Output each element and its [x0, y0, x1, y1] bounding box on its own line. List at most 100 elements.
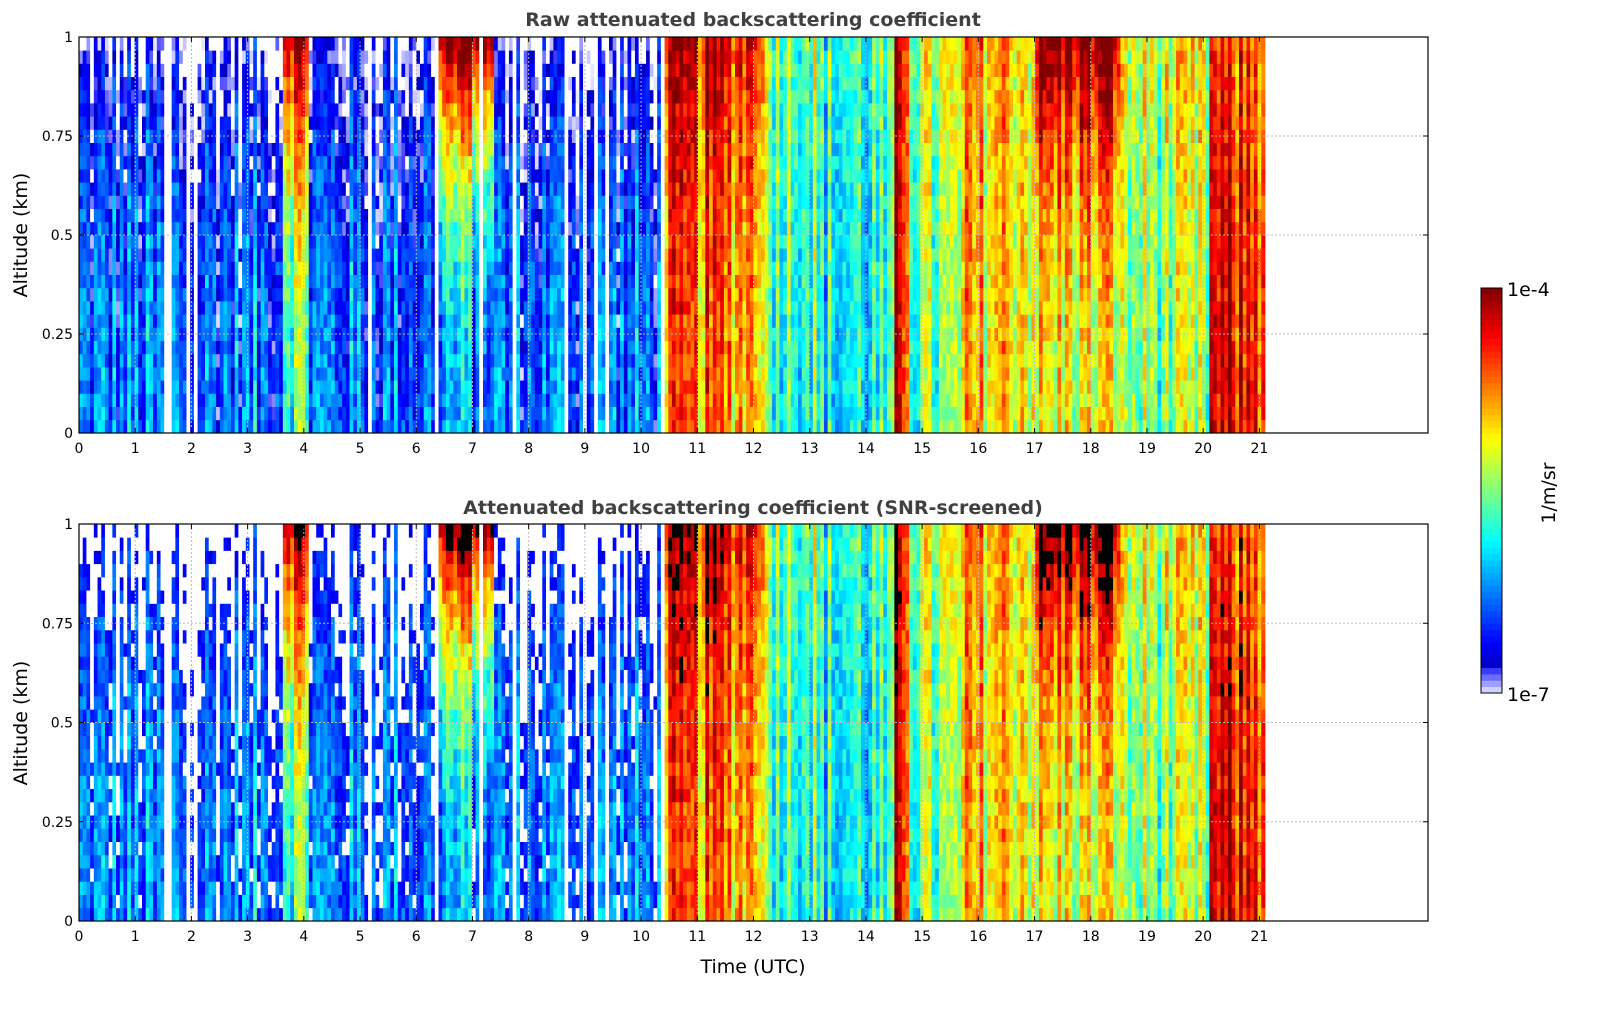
heatmap-cell	[516, 195, 521, 209]
heatmap-cell	[397, 406, 402, 421]
heatmap-cell	[586, 103, 591, 117]
heatmap-cell	[208, 261, 213, 275]
heatmap-cell	[282, 419, 287, 434]
heatmap-cell	[249, 89, 254, 104]
heatmap-cell	[342, 419, 347, 434]
heatmap-cell	[564, 103, 569, 117]
heatmap-cell	[171, 380, 176, 394]
heatmap-cell	[471, 380, 476, 394]
heatmap-cell	[271, 155, 276, 170]
heatmap-cell	[516, 37, 521, 51]
heatmap-cell	[623, 287, 628, 302]
heatmap-cell	[575, 393, 580, 407]
heatmap-cell	[423, 340, 428, 355]
heatmap-cell	[486, 182, 491, 196]
heatmap-cell	[431, 314, 436, 328]
heatmap-cell	[542, 63, 547, 77]
heatmap-cell	[690, 63, 695, 77]
heatmap-cell	[327, 89, 332, 104]
heatmap-cell	[342, 37, 347, 51]
heatmap-cell	[568, 327, 573, 341]
heatmap-cell	[583, 353, 588, 368]
heatmap-cell	[486, 314, 491, 328]
heatmap-cell	[193, 142, 198, 157]
heatmap-cell	[79, 248, 84, 262]
heatmap-cell	[212, 103, 217, 117]
heatmap-cell	[394, 63, 399, 77]
heatmap-cell	[649, 301, 654, 315]
heatmap-cell	[193, 182, 198, 196]
heatmap-cell	[553, 353, 558, 368]
heatmap-cell	[386, 248, 391, 262]
heatmap-cell	[549, 287, 554, 302]
heatmap-cell	[579, 327, 584, 341]
heatmap-cell	[86, 314, 91, 328]
heatmap-cell	[627, 76, 632, 91]
heatmap-cell	[612, 287, 617, 302]
heatmap-cell	[527, 287, 532, 302]
heatmap-cell	[331, 63, 336, 77]
heatmap-cell	[668, 116, 673, 130]
heatmap-cell	[631, 155, 636, 170]
heatmap-cell	[271, 235, 276, 249]
heatmap-cell	[557, 103, 562, 117]
heatmap-cell	[167, 103, 173, 117]
heatmap-cell	[553, 37, 558, 51]
heatmap-cell	[227, 208, 232, 223]
heatmap-cell	[401, 314, 406, 328]
heatmap-cell	[545, 142, 551, 157]
heatmap-cell	[371, 182, 376, 196]
heatmap-cell	[382, 76, 388, 91]
heatmap-cell	[627, 221, 632, 236]
heatmap-cell	[390, 274, 395, 289]
heatmap-cell	[442, 195, 447, 209]
heatmap-cell	[594, 208, 599, 223]
heatmap-cell	[253, 103, 258, 117]
heatmap-cell	[468, 63, 473, 77]
heatmap-cell	[442, 287, 447, 302]
heatmap-cell	[653, 221, 658, 236]
heatmap-cell	[219, 261, 224, 275]
heatmap-cell	[672, 367, 677, 381]
heatmap-cell	[371, 367, 376, 381]
heatmap-cell	[623, 63, 628, 77]
heatmap-cell	[590, 103, 595, 117]
heatmap-cell	[219, 76, 224, 91]
heatmap-cell	[538, 116, 543, 130]
heatmap-cell	[319, 103, 325, 117]
heatmap-cell	[112, 129, 117, 143]
heatmap-cell	[216, 221, 221, 236]
heatmap-cell	[142, 169, 147, 183]
heatmap-cell	[90, 261, 95, 275]
heatmap-cell	[171, 248, 176, 262]
heatmap-cell	[260, 248, 265, 262]
heatmap-cell	[649, 155, 654, 170]
heatmap-cell	[457, 248, 462, 262]
heatmap-cell	[649, 89, 654, 104]
heatmap-cell	[256, 367, 262, 381]
heatmap-cell	[268, 208, 273, 223]
heatmap-cell	[668, 208, 673, 223]
heatmap-cell	[164, 393, 169, 407]
heatmap-cell	[664, 116, 669, 130]
heatmap-cell	[190, 380, 195, 394]
heatmap-cell	[634, 195, 640, 209]
heatmap-cell	[364, 287, 369, 302]
heatmap-cell	[227, 287, 232, 302]
heatmap-cell	[319, 367, 325, 381]
heatmap-cell	[79, 274, 84, 289]
heatmap-cell	[186, 287, 191, 302]
heatmap-cell	[390, 353, 395, 368]
heatmap-cell	[468, 76, 473, 91]
heatmap-cell	[397, 169, 402, 183]
heatmap-cell	[167, 340, 173, 355]
heatmap-cell	[616, 169, 621, 183]
heatmap-cell	[123, 116, 128, 130]
heatmap-cell	[234, 208, 239, 223]
heatmap-cell	[597, 155, 602, 170]
heatmap-cell	[442, 155, 447, 170]
heatmap-cell	[379, 50, 384, 64]
heatmap-cell	[449, 380, 454, 394]
heatmap-cell	[597, 76, 602, 91]
heatmap-cell	[338, 182, 343, 196]
